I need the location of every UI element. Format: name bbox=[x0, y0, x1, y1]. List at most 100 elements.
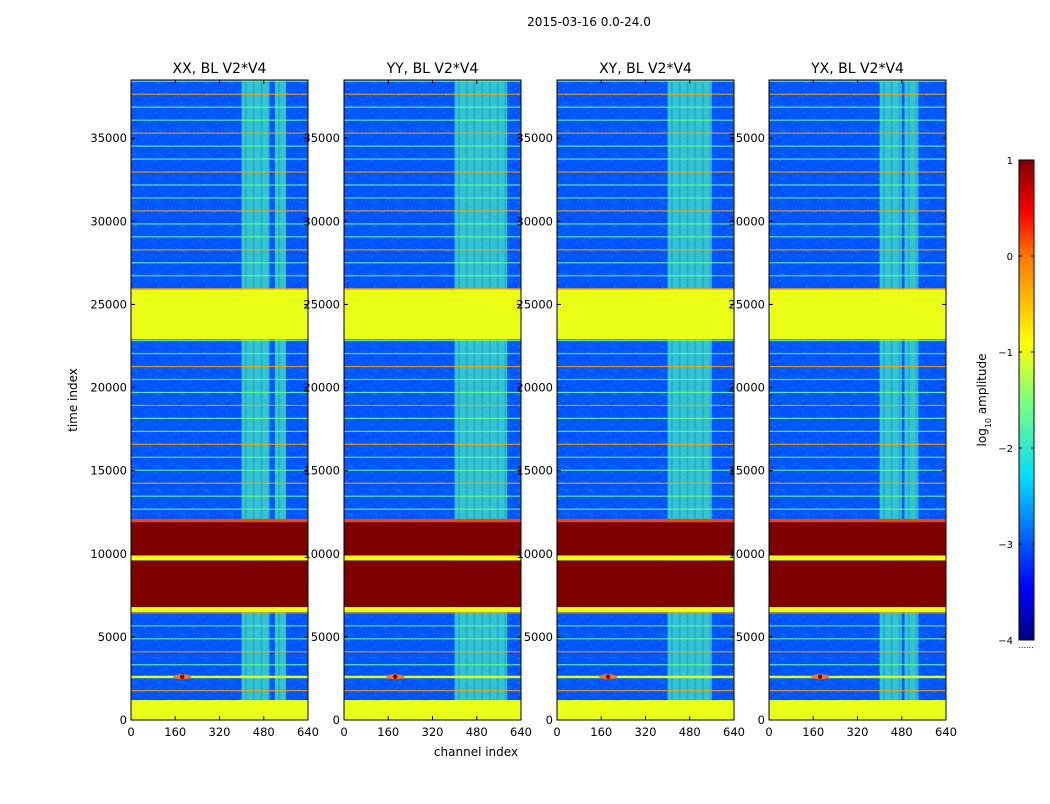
rfi-stripe bbox=[131, 365, 308, 368]
y-tick-label: 15000 bbox=[303, 464, 340, 478]
rfi-stripe bbox=[344, 469, 521, 471]
rfi-stripe bbox=[344, 171, 521, 173]
colorbar-tick-label: −3 bbox=[998, 540, 1013, 551]
time-band bbox=[131, 289, 308, 340]
rfi-stripe bbox=[131, 664, 308, 666]
time-band bbox=[131, 522, 308, 556]
rfi-stripe bbox=[344, 339, 521, 342]
rfi-stripe bbox=[557, 391, 734, 394]
rfi-stripe bbox=[769, 378, 946, 381]
rfi-stripe bbox=[344, 262, 521, 264]
rfi-stripe bbox=[131, 443, 308, 445]
rfi-stripe bbox=[769, 119, 946, 121]
rfi-stripe bbox=[769, 404, 946, 407]
rfi-stripe bbox=[344, 430, 521, 432]
y-tick-label: 5000 bbox=[524, 630, 553, 644]
rfi-stripe bbox=[344, 508, 521, 510]
rfi-stripe bbox=[557, 508, 734, 510]
rfi-stripe bbox=[769, 236, 946, 238]
rfi-stripe bbox=[769, 365, 946, 368]
rfi-stripe bbox=[769, 275, 946, 277]
channel-gap bbox=[890, 80, 893, 720]
y-tick-label: 20000 bbox=[90, 381, 127, 395]
rfi-stripe bbox=[557, 456, 734, 458]
rfi-stripe bbox=[344, 664, 521, 666]
rfi-stripe bbox=[769, 132, 946, 134]
time-band bbox=[557, 700, 734, 720]
rfi-stripe bbox=[344, 210, 521, 212]
figure-title: 2015-03-16 0.0-24.0 bbox=[527, 15, 651, 29]
y-tick-label: 15000 bbox=[728, 464, 765, 478]
y-tick-label: 15000 bbox=[90, 464, 127, 478]
channel-gap bbox=[268, 80, 271, 720]
rfi-stripe bbox=[344, 638, 521, 640]
rfi-stripe bbox=[131, 249, 308, 251]
rfi-stripe bbox=[557, 352, 734, 355]
rfi-stripe bbox=[769, 171, 946, 173]
x-tick-label: 640 bbox=[510, 725, 532, 739]
time-band bbox=[557, 522, 734, 556]
rfi-stripe bbox=[557, 210, 734, 212]
channel-gap bbox=[244, 80, 247, 720]
rfi-stripe bbox=[557, 495, 734, 497]
rfi-stripe bbox=[557, 625, 734, 627]
channel-gap bbox=[488, 80, 491, 720]
rfi-stripe bbox=[344, 184, 521, 186]
rfi-stripe bbox=[769, 158, 946, 160]
heatmap-panels: XX, BL V2*V4 0 160 320 480 640 0 5000 10000 15000… bbox=[90, 61, 957, 739]
x-tick-label: 320 bbox=[847, 725, 869, 739]
rfi-stripe bbox=[769, 197, 946, 199]
y-tick-label: 5000 bbox=[736, 630, 765, 644]
rfi-stripe bbox=[344, 417, 521, 419]
y-axis-label: time index bbox=[66, 368, 80, 432]
time-band bbox=[131, 606, 308, 612]
colorbar-tick-label: 0 bbox=[1007, 252, 1013, 263]
rfi-stripe bbox=[344, 145, 521, 147]
time-band bbox=[769, 522, 946, 556]
y-tick-label: 25000 bbox=[728, 297, 765, 311]
rfi-stripe bbox=[557, 223, 734, 225]
time-band bbox=[557, 555, 734, 561]
rfi-stripe bbox=[557, 482, 734, 484]
rfi-stripe bbox=[131, 119, 308, 121]
colorbar-tick-label: 1 bbox=[1007, 156, 1013, 167]
source-spot bbox=[605, 674, 611, 679]
rfi-stripe bbox=[131, 106, 308, 108]
x-tick-label: 480 bbox=[891, 725, 913, 739]
rfi-stripe bbox=[344, 612, 521, 614]
rfi-stripe bbox=[557, 275, 734, 277]
rfi-stripe bbox=[557, 262, 734, 264]
rfi-stripe bbox=[769, 443, 946, 445]
x-tick-label: 160 bbox=[164, 725, 186, 739]
y-tick-label: 10000 bbox=[90, 547, 127, 561]
colorbar-ticks: −4 −3 −2 −1 0 1 bbox=[998, 156, 1034, 647]
time-band bbox=[557, 606, 734, 612]
colorbar-label: log10 amplitude bbox=[975, 354, 993, 447]
channel-gap bbox=[465, 80, 468, 720]
time-band bbox=[344, 700, 521, 720]
rfi-stripe bbox=[344, 275, 521, 277]
rfi-stripe bbox=[344, 236, 521, 238]
rfi-stripe bbox=[769, 223, 946, 225]
x-tick-label: 640 bbox=[297, 725, 319, 739]
rfi-stripe bbox=[344, 93, 521, 95]
rfi-stripe bbox=[557, 651, 734, 653]
y-tick-label: 35000 bbox=[90, 131, 127, 145]
rfi-stripe bbox=[131, 352, 308, 355]
rfi-stripe bbox=[344, 352, 521, 355]
channel-gap bbox=[481, 80, 484, 720]
y-tick-label: 30000 bbox=[516, 214, 553, 228]
rfi-stripe bbox=[557, 417, 734, 419]
y-tick-label: 20000 bbox=[728, 381, 765, 395]
channel-gap bbox=[278, 80, 281, 720]
rfi-stripe bbox=[557, 184, 734, 186]
channel-gap bbox=[457, 80, 460, 720]
rfi-stripe bbox=[769, 430, 946, 432]
channel-gap bbox=[504, 80, 507, 720]
rfi-stripe bbox=[769, 417, 946, 419]
channel-gap bbox=[670, 80, 673, 720]
rfi-stripe bbox=[769, 469, 946, 471]
rfi-stripe bbox=[557, 236, 734, 238]
rfi-stripe bbox=[557, 288, 734, 290]
